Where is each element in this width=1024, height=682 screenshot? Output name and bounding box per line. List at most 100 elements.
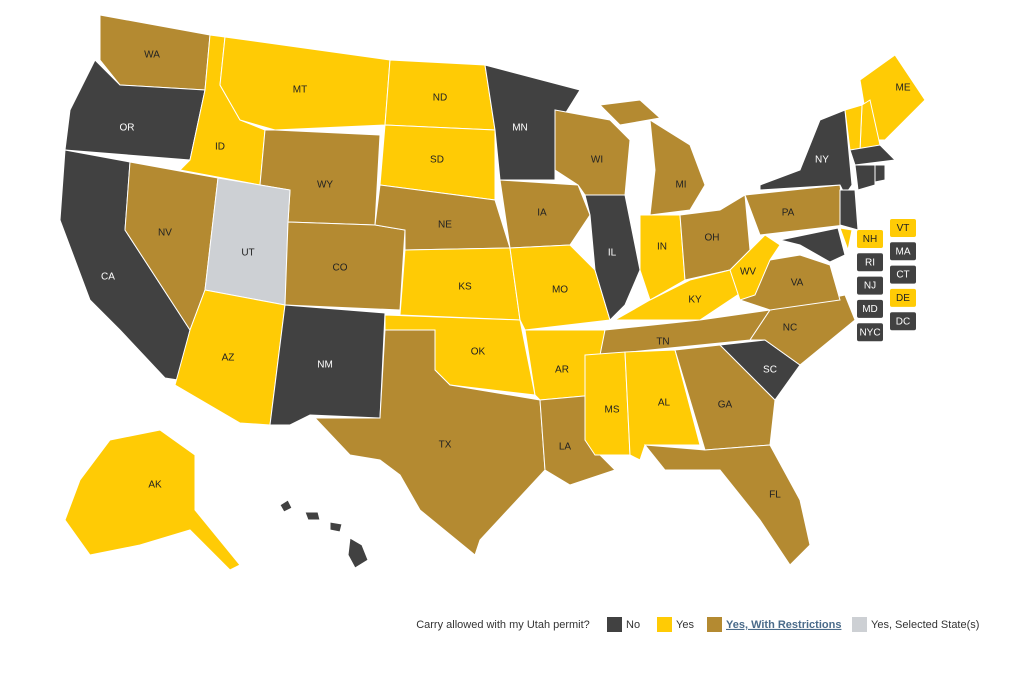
small-state-boxes: NH VT RI MA NJ CT MD DE NYC DC [857, 219, 916, 342]
state-shape[interactable] [839, 227, 853, 252]
state-shape[interactable] [499, 179, 591, 249]
state-label: AL [658, 398, 671, 409]
state-box-label: DC [896, 316, 910, 327]
state-shape[interactable] [849, 144, 897, 166]
state-shape[interactable] [649, 119, 706, 216]
state-label: NY [815, 155, 829, 166]
legend: No Yes Yes, With Restrictions Yes, Selected… [607, 617, 979, 632]
state-box-label: CT [896, 270, 909, 281]
legend-label: No [626, 619, 640, 631]
state-label: MN [512, 123, 528, 134]
state-label: AZ [222, 353, 235, 364]
state-label: AK [148, 480, 162, 491]
state-label: VA [791, 278, 804, 289]
state-box[interactable] [857, 276, 883, 295]
state-label: GA [718, 400, 733, 411]
state-box[interactable] [890, 265, 916, 284]
state-label: SC [763, 365, 777, 376]
legend-swatch [707, 617, 722, 632]
state-shape[interactable] [759, 109, 853, 196]
legend-title: Carry allowed with my Utah permit? [416, 619, 590, 631]
state-shape[interactable] [484, 64, 581, 181]
state-label: HI [320, 543, 330, 554]
state-label: MI [675, 180, 686, 191]
state-label: NV [158, 228, 172, 239]
state-shape[interactable] [279, 499, 293, 513]
state-label: KY [688, 295, 702, 306]
state-labels: WA OR CA ID NV MT WY UT CO AZ NM ND SD NE KS OK TX MN IA MO… [101, 50, 911, 554]
state-label: SD [430, 155, 444, 166]
state-label: WV [740, 267, 756, 278]
state-shape[interactable] [598, 99, 662, 126]
state-label: WI [591, 155, 603, 166]
state-shape[interactable] [639, 214, 686, 301]
state-label: OK [471, 347, 486, 358]
state-shape[interactable] [313, 329, 546, 556]
state-box[interactable] [890, 219, 916, 237]
state-label: IN [657, 242, 667, 253]
state-box[interactable] [890, 288, 916, 307]
state-shape[interactable] [329, 521, 343, 533]
state-shape[interactable] [304, 511, 321, 521]
state-box[interactable] [890, 242, 916, 261]
legend-label: Yes, Selected State(s) [871, 619, 979, 631]
state-label: WY [317, 180, 333, 191]
state-box-label: DE [896, 293, 910, 304]
state-shape[interactable] [674, 344, 776, 451]
state-shape[interactable] [64, 429, 241, 571]
state-box-label: NYC [859, 327, 880, 338]
state-label: TN [656, 337, 669, 348]
state-shape[interactable] [347, 537, 369, 569]
state-label: OH [705, 233, 720, 244]
state-shape[interactable] [839, 189, 859, 231]
state-shape[interactable] [854, 164, 876, 191]
state-box[interactable] [857, 230, 883, 248]
state-shape[interactable] [584, 351, 631, 456]
state-label: OR [120, 123, 135, 134]
state-box[interactable] [890, 312, 916, 331]
state-box-label: MD [862, 304, 878, 315]
state-label: CA [101, 272, 115, 283]
state-shape[interactable] [284, 221, 406, 311]
state-label: ME [896, 83, 911, 94]
states [59, 14, 926, 571]
state-label: PA [782, 208, 795, 219]
state-box-label: MA [896, 246, 911, 257]
state-label: NM [317, 360, 333, 371]
state-shape[interactable] [204, 177, 291, 306]
state-label: MO [552, 285, 568, 296]
state-label: MS [605, 405, 620, 416]
state-label: IA [537, 208, 547, 219]
state-label: MT [293, 85, 307, 96]
legend-swatch [852, 617, 867, 632]
state-label: IL [608, 248, 617, 259]
state-label: FL [769, 490, 781, 501]
state-label: CO [333, 263, 348, 274]
state-shape[interactable] [269, 304, 386, 426]
state-label: TX [439, 440, 452, 451]
state-box[interactable] [857, 323, 883, 342]
state-box-label: NJ [864, 281, 876, 292]
state-label: KS [458, 282, 472, 293]
legend-label: Yes [676, 619, 694, 631]
state-label: AR [555, 365, 569, 376]
state-box-label: RI [865, 257, 875, 268]
state-box[interactable] [857, 299, 883, 318]
state-box-label: NH [863, 234, 877, 245]
state-label: NC [783, 323, 797, 334]
state-box[interactable] [857, 253, 883, 272]
legend-swatch [657, 617, 672, 632]
state-shape[interactable] [779, 227, 846, 263]
state-shape[interactable] [874, 164, 886, 183]
state-shape[interactable] [729, 234, 781, 301]
state-shape[interactable] [643, 444, 811, 566]
state-label: ND [433, 93, 447, 104]
state-box-label: VT [897, 223, 910, 234]
legend-label[interactable]: Yes, With Restrictions [726, 619, 841, 631]
state-shape[interactable] [744, 184, 846, 236]
state-label: NE [438, 220, 452, 231]
state-shape[interactable] [584, 194, 641, 321]
state-shape[interactable] [219, 36, 391, 131]
legend-swatch [607, 617, 622, 632]
